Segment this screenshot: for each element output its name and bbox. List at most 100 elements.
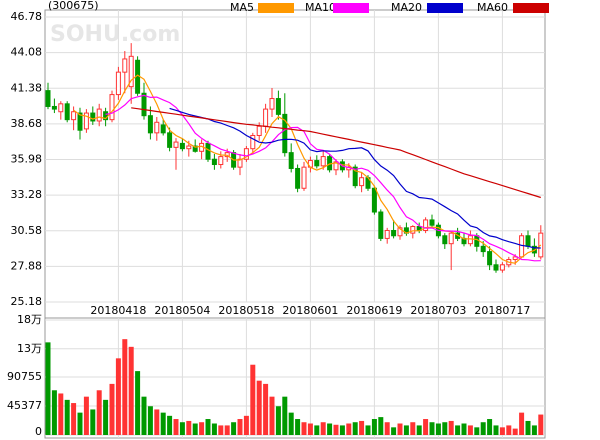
volume-bar xyxy=(90,409,96,435)
volume-bar xyxy=(333,424,339,435)
candle-body xyxy=(250,134,256,150)
candle-body xyxy=(391,229,397,237)
volume-bar xyxy=(301,422,307,435)
volume-bar xyxy=(167,415,173,435)
candle-body xyxy=(384,229,390,239)
legend-label: MA10 xyxy=(305,1,336,14)
volume-bar xyxy=(429,422,435,435)
volume-bar xyxy=(231,422,237,435)
candle-body xyxy=(442,235,448,245)
volume-bar xyxy=(512,428,518,435)
volume-bar xyxy=(474,427,480,435)
volume-bar xyxy=(384,422,390,435)
volume-bar xyxy=(192,423,198,435)
volume-bar xyxy=(519,412,525,435)
candle-body xyxy=(186,145,192,150)
volume-bar xyxy=(58,393,64,435)
candle-body xyxy=(333,161,339,171)
volume-bar xyxy=(211,423,217,435)
volume-bar xyxy=(435,423,441,435)
candle-body xyxy=(275,98,281,115)
x-tick-label: 20180518 xyxy=(218,304,274,317)
candle-body xyxy=(109,94,115,121)
x-tick-label: 20180418 xyxy=(90,304,146,317)
candle-body xyxy=(423,219,429,231)
volume-bar xyxy=(250,364,256,435)
ma-line xyxy=(73,74,542,264)
candle-body xyxy=(474,235,480,247)
legend-label: MA5 xyxy=(230,1,254,14)
candle-body xyxy=(282,113,288,154)
candle-body xyxy=(493,264,499,271)
candle-body xyxy=(141,92,147,117)
candle-body xyxy=(71,111,77,121)
candle-body xyxy=(167,132,173,148)
volume-bar xyxy=(442,422,448,435)
candle-body xyxy=(122,58,128,73)
volume-bar xyxy=(77,412,83,435)
volume-bar xyxy=(314,425,320,435)
volume-bar xyxy=(365,425,371,435)
volume-bar xyxy=(371,419,377,435)
volume-bar xyxy=(224,425,230,435)
volume-bar xyxy=(531,425,537,435)
candle-body xyxy=(64,103,70,121)
volume-bar xyxy=(71,403,77,435)
volume-bar xyxy=(51,390,57,435)
candle-body xyxy=(179,142,185,150)
candle-body xyxy=(218,156,224,166)
candle-body xyxy=(243,148,249,160)
volume-bar xyxy=(288,412,294,435)
candle-body xyxy=(352,166,358,187)
candle-body xyxy=(173,141,179,148)
candle-body xyxy=(410,226,416,234)
volume-bar xyxy=(403,425,409,435)
y-tick-label: 33.28 xyxy=(11,188,43,201)
volume-bar xyxy=(487,419,493,435)
candle-body xyxy=(519,235,525,258)
candle-body xyxy=(467,235,473,245)
candle-body xyxy=(295,167,301,189)
candle-body xyxy=(487,251,493,266)
volume-bar xyxy=(269,396,275,435)
watermark: SOHU.com xyxy=(50,22,180,47)
y-tick-label: 46.78 xyxy=(11,10,43,23)
volume-bar xyxy=(538,414,544,435)
volume-tick-label: 18万 xyxy=(17,313,42,326)
volume-bar xyxy=(448,420,454,435)
volume-frame xyxy=(44,317,546,439)
candle-body xyxy=(96,108,102,122)
legend-swatch xyxy=(258,3,294,13)
candle-body xyxy=(371,187,377,213)
candle-body xyxy=(77,112,83,131)
volume-bar xyxy=(263,383,269,435)
volume-bar xyxy=(295,419,301,435)
x-tick-label: 20180504 xyxy=(154,304,210,317)
volume-bar xyxy=(275,406,281,435)
candle-body xyxy=(192,145,198,152)
volume-bar xyxy=(173,419,179,435)
candle-body xyxy=(51,105,57,110)
volume-bar xyxy=(154,409,160,435)
volume-bar xyxy=(391,427,397,435)
candle-body xyxy=(525,235,531,247)
candle-body xyxy=(499,264,505,271)
candle-body xyxy=(58,103,64,113)
volume-bar xyxy=(243,415,249,435)
volume-bar xyxy=(147,406,153,435)
volume-bar xyxy=(307,423,313,435)
y-tick-label: 35.98 xyxy=(11,153,43,166)
volume-bar xyxy=(346,423,352,435)
volume-bar xyxy=(378,417,384,435)
y-tick-label: 25.18 xyxy=(11,295,43,308)
volume-bar xyxy=(423,419,429,435)
chart-title: (300675) xyxy=(48,0,99,12)
volume-bar xyxy=(199,422,205,435)
volume-tick-label: 0 xyxy=(35,425,42,438)
volume-bar xyxy=(327,423,333,435)
volume-bar xyxy=(237,419,243,435)
candle-body xyxy=(429,219,435,226)
candle-body xyxy=(263,108,269,127)
